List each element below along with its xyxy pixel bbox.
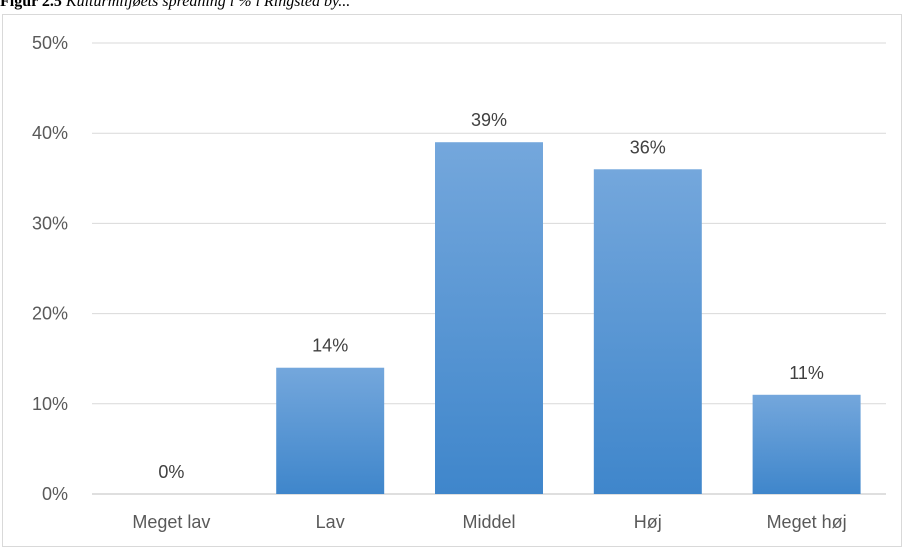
figure-caption-text: Kulturmiljøets spredning i % i Ringsted … xyxy=(65,0,351,10)
x-tick-label: Meget lav xyxy=(132,512,210,532)
bars xyxy=(276,142,861,494)
x-tick-label: Lav xyxy=(316,512,345,532)
bar xyxy=(593,169,702,494)
data-label: 14% xyxy=(312,336,348,356)
figure-number: Figur 2.5 xyxy=(0,0,62,10)
x-tick-label: Høj xyxy=(634,512,662,532)
x-tick-label: Meget høj xyxy=(767,512,847,532)
figure-caption: Figur 2.5 Kulturmiljøets spredning i % i… xyxy=(0,0,350,11)
data-label: 36% xyxy=(630,137,666,157)
y-tick-label: 10% xyxy=(32,394,68,414)
y-tick-label: 20% xyxy=(32,304,68,324)
x-tick-label: Middel xyxy=(462,512,515,532)
bar xyxy=(752,394,861,494)
bar xyxy=(276,367,385,494)
y-tick-label: 50% xyxy=(32,33,68,53)
data-label: 11% xyxy=(789,363,824,383)
chart-frame xyxy=(2,14,902,547)
y-tick-label: 0% xyxy=(42,484,68,504)
data-label: 39% xyxy=(471,110,507,130)
x-axis-ticks: Meget lav Lav Middel Høj Meget høj xyxy=(132,512,846,532)
y-tick-label: 30% xyxy=(32,213,68,233)
y-axis-ticks: 0% 10% 20% 30% 40% 50% xyxy=(32,33,68,504)
data-labels: 0% 14% 39% 36% 11% xyxy=(158,110,824,482)
y-tick-label: 40% xyxy=(32,123,68,143)
bar xyxy=(435,142,543,494)
data-label: 0% xyxy=(158,462,184,482)
